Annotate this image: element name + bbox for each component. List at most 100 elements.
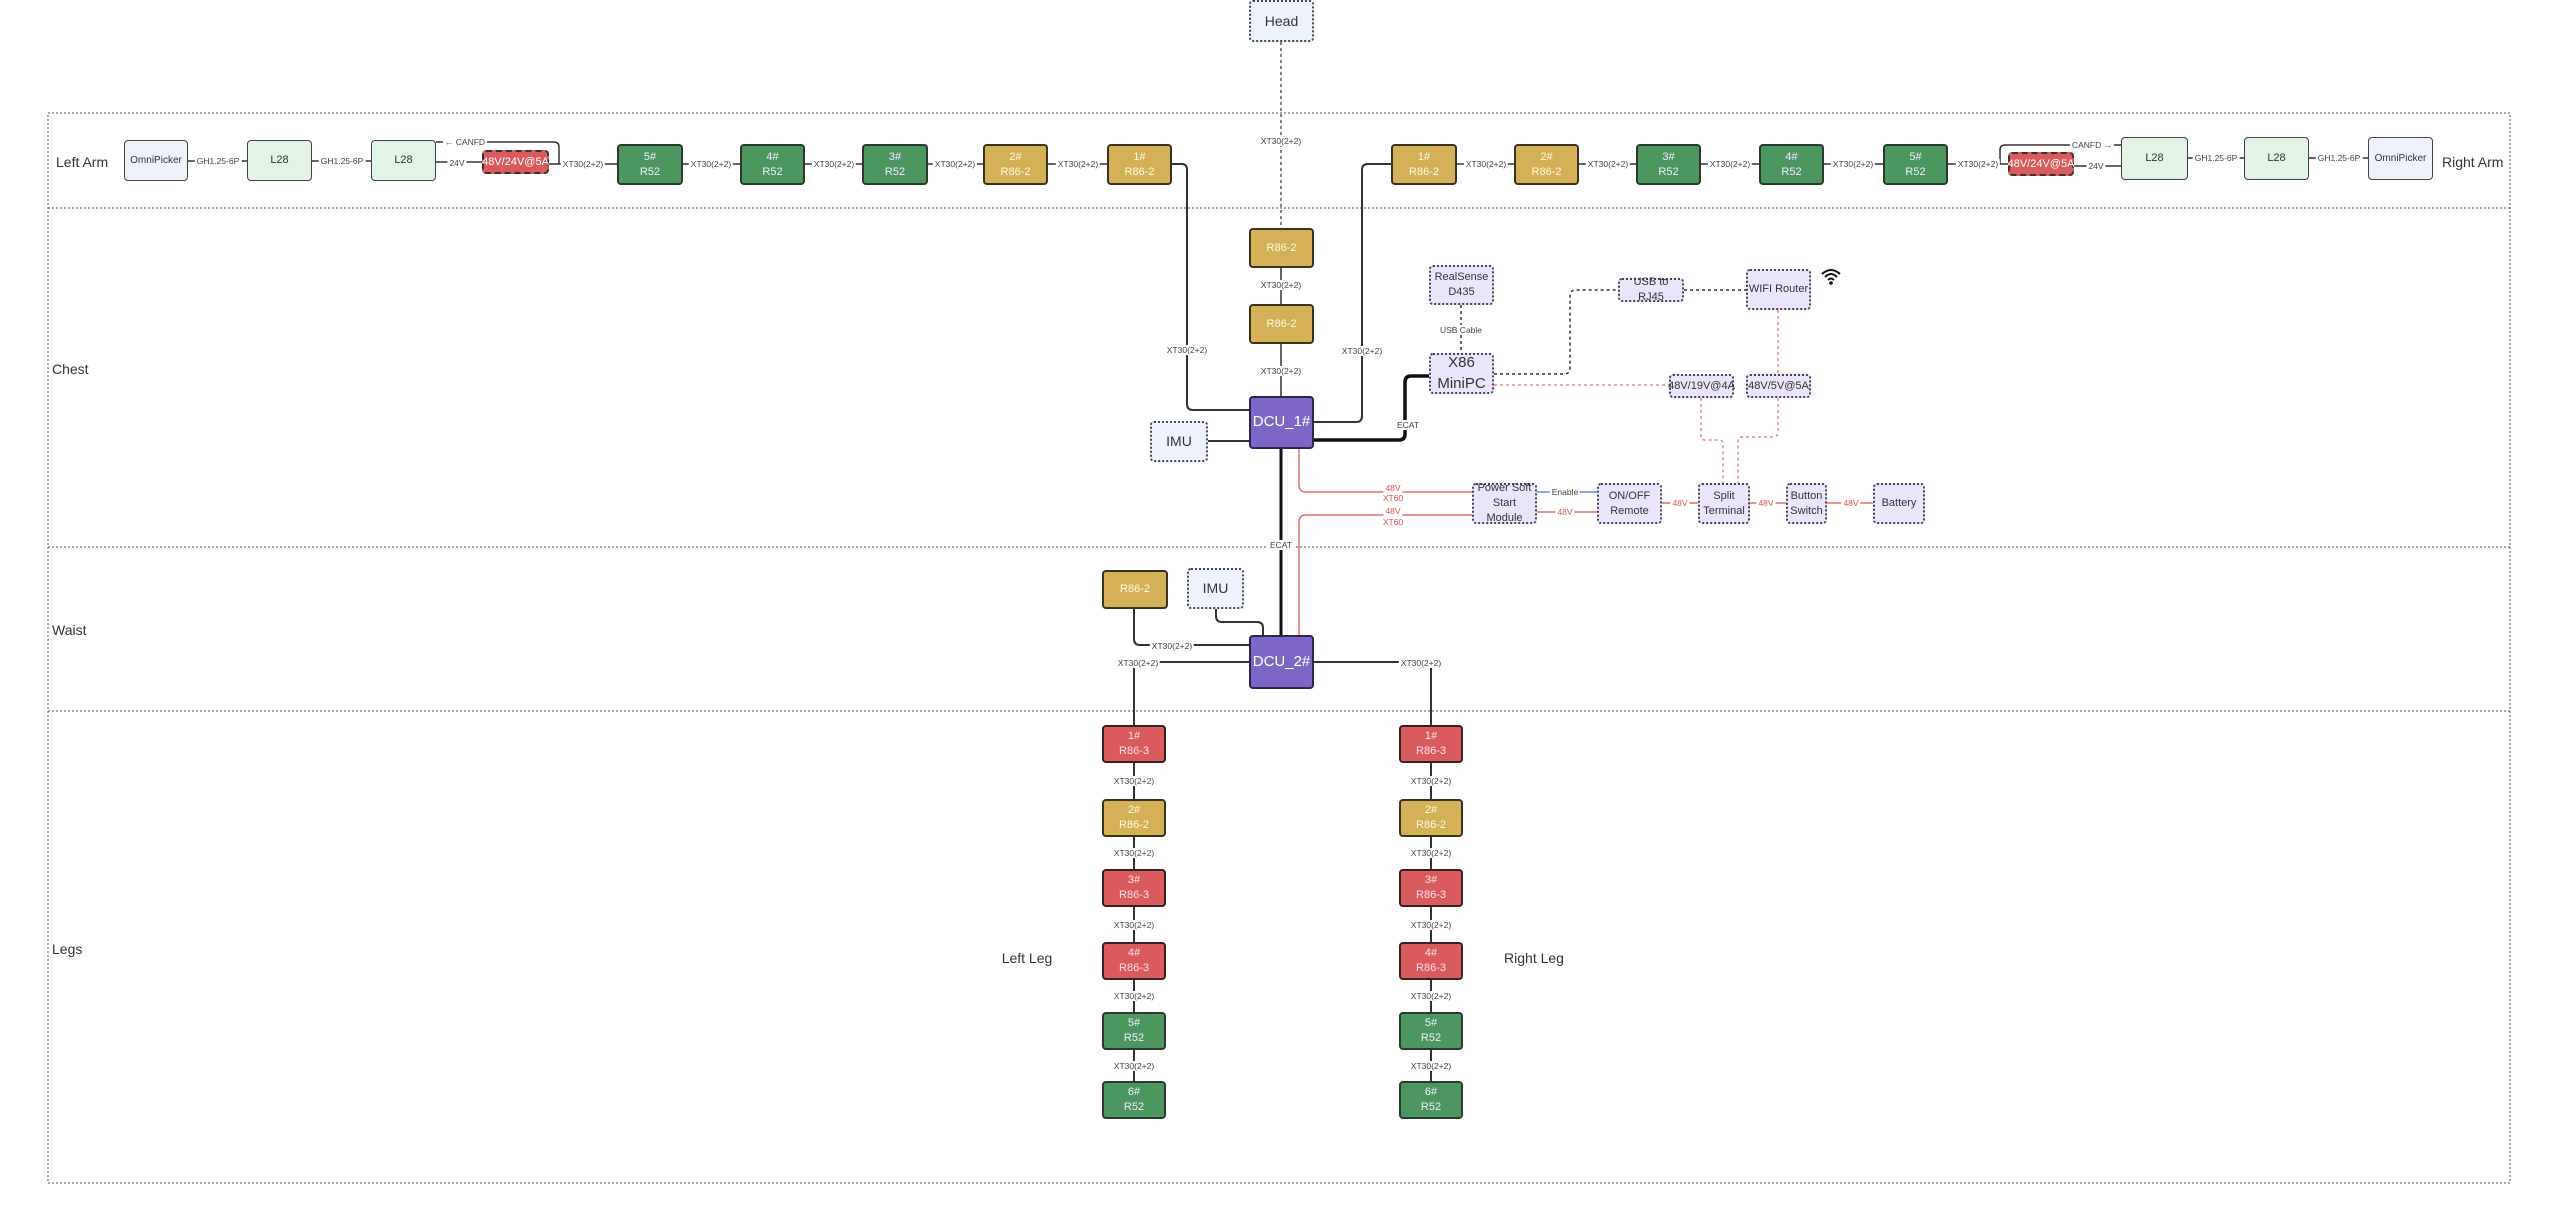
connector-label: 24V [447,158,467,168]
node-label: 1# [1424,730,1438,743]
node-ra-4[interactable]: 4# R52 [1759,144,1824,185]
node-split[interactable]: Split Terminal [1698,483,1750,524]
node-neck-1[interactable]: R86-2 [1249,228,1314,268]
node-dcu2[interactable]: DCU_2# [1249,635,1314,689]
node-label: R52 [1658,165,1679,178]
node-ra-3[interactable]: 3# R52 [1636,144,1701,185]
node-imu2[interactable]: IMU [1187,568,1244,609]
connector-line [1314,374,1429,442]
node-label: 4# [1785,150,1798,163]
connector-label: XT30(2+2) [1955,159,2001,169]
node-rl-5[interactable]: 5# R52 [1399,1012,1463,1050]
connector-label: XT30(2+2) [1585,159,1631,169]
node-ra-2[interactable]: 2# R86-2 [1514,144,1579,185]
node-label: 48V/24V@5A [2007,157,2075,170]
node-battery[interactable]: Battery [1873,483,1925,524]
node-la-dcdc[interactable]: 48V/24V@5A [482,150,549,174]
node-label: R86-3 [1119,962,1149,974]
node-la-3[interactable]: 3# R52 [862,144,928,185]
node-ll-1[interactable]: 1# R86-3 [1102,725,1166,763]
connector-label: XT30(2+2) [932,159,978,169]
node-label: R52 [639,165,661,178]
connector-line [1133,1050,1432,1081]
connector-label: XT30(2+2) [1164,345,1210,355]
node-label: 5# [1909,150,1922,163]
connector-label: GH1.25-6P [2192,153,2240,163]
node-wifi-router[interactable]: WIFI Router [1746,269,1811,310]
node-rl-3[interactable]: 3# R86-3 [1399,869,1463,907]
node-rl-1[interactable]: 1# R86-3 [1399,725,1463,763]
connector-label: XT30(2+2) [1339,346,1385,356]
node-ll-5[interactable]: 5# R52 [1102,1012,1166,1050]
node-label: Terminal [1703,504,1745,517]
connector-line [1298,514,1472,635]
node-rl-6[interactable]: 6# R52 [1399,1081,1463,1119]
node-label: 4# [1424,947,1438,960]
connector-label: XT30(2+2) [1111,1060,1157,1071]
connector-label: XT30(2+2) [811,159,857,169]
node-dc5[interactable]: 48V/5V@5A [1746,374,1811,398]
connector-label: GH1.25-6P [2315,153,2363,163]
connector-label: XT30(2+2) [1111,991,1157,1001]
node-la-1[interactable]: 1# R86-2 [1107,144,1172,185]
connector-label: XT30(2+2) [1258,136,1304,146]
connector-label: XT30(2+2) [1408,848,1454,858]
node-head[interactable]: Head [1249,0,1314,42]
node-label: RealSense [1434,271,1489,284]
node-rl-2[interactable]: 2# R86-2 [1399,799,1463,837]
connector-label: XT30(2+2) [1115,658,1161,668]
node-dc19[interactable]: 48V/19V@4A [1668,374,1735,398]
node-ll-2[interactable]: 2# R86-2 [1102,799,1166,837]
connector-label: ECAT [1394,420,1422,430]
node-la-2[interactable]: 2# R86-2 [983,144,1048,185]
node-ll-4[interactable]: 4# R86-3 [1102,942,1166,980]
node-label: DCU_1# [1252,413,1311,431]
node-la-5[interactable]: 5# R52 [617,144,683,185]
node-ra-1[interactable]: 1# R86-2 [1391,144,1457,185]
node-softstart[interactable]: Power Soft Start Module [1472,482,1537,524]
section-label-chest: Chest [52,361,89,377]
node-la-4[interactable]: 4# R52 [740,144,805,185]
node-usb-rj45[interactable]: USB to RJ45 [1618,276,1684,303]
node-rl-4[interactable]: 4# R86-3 [1399,942,1463,980]
node-ra-dcdc[interactable]: 48V/24V@5A [2008,152,2074,176]
node-button[interactable]: Button Switch [1786,483,1827,524]
node-label: 3# [1662,150,1675,163]
node-ra-l28a[interactable]: L28 [2121,137,2188,180]
connector-line [1700,398,1724,483]
node-label: R86-2 [1531,165,1562,178]
node-ra-5[interactable]: 5# R52 [1883,144,1948,185]
node-realsense[interactable]: RealSense D435 [1429,265,1494,305]
node-imu1[interactable]: IMU [1150,421,1208,462]
connector-label: XT30(2+2) [1258,366,1304,376]
node-ll-6[interactable]: 6# R52 [1102,1081,1166,1119]
node-label: Power Soft [1477,482,1532,495]
node-label: D435 [1448,286,1475,298]
node-ra-omni[interactable]: OmniPicker [2368,137,2433,180]
node-label: L28 [394,154,413,167]
node-ll-3[interactable]: 3# R86-3 [1102,869,1166,907]
connector-line [1298,449,1472,493]
node-dcu1[interactable]: DCU_1# [1249,396,1314,449]
node-la-l28a[interactable]: L28 [247,140,312,181]
connector-label: CANFD → [2069,140,2115,150]
node-neck-2[interactable]: R86-2 [1249,304,1314,344]
connector-label: XT60 [1380,493,1406,503]
node-waist-m[interactable]: R86-2 [1102,570,1168,609]
connector-line [1215,609,1264,635]
node-la-omni[interactable]: OmniPicker [124,140,188,181]
node-label: MiniPC [1437,374,1486,392]
connector-label: USB Cable [1437,325,1485,335]
node-la-l28b[interactable]: L28 [371,140,436,181]
node-onoff[interactable]: ON/OFF Remote [1597,483,1662,524]
connector-label: ECAT [1267,540,1295,550]
node-label: 5# [643,150,657,163]
node-minipc[interactable]: X86 MiniPC [1429,353,1494,394]
node-label: Start Module [1486,497,1523,524]
connector-line [1737,398,1779,483]
node-label: Switch [1790,504,1823,517]
node-ra-l28b[interactable]: L28 [2244,137,2309,180]
node-label: Head [1264,12,1299,29]
connector-label: XT30(2+2) [1408,776,1454,786]
